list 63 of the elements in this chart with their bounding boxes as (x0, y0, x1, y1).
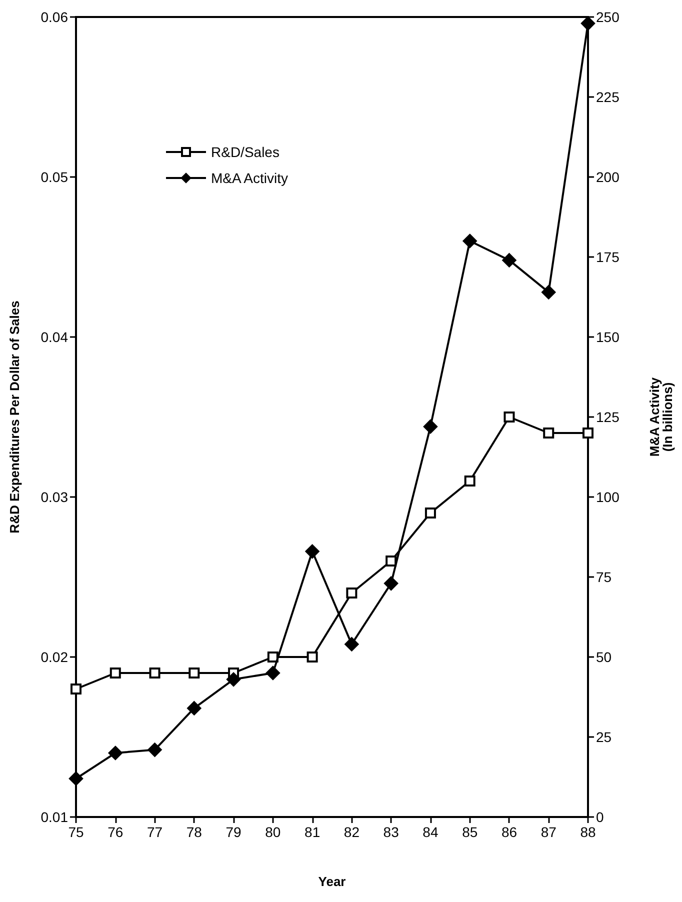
x-tick-label: 86 (501, 824, 518, 840)
point (502, 253, 516, 268)
y2-tick-label: 75 (596, 569, 612, 585)
x-tick-label: 75 (68, 824, 84, 840)
legend-label: R&D/Sales (211, 144, 280, 160)
point (582, 428, 594, 438)
point (464, 476, 476, 486)
point (423, 420, 438, 434)
x-tick-label: 81 (304, 824, 320, 840)
point (346, 588, 358, 598)
point (69, 772, 83, 786)
y2-axis-title: M&A Activity (In billions) (647, 376, 675, 457)
legend-label: M&A Activity (211, 170, 288, 186)
y2-tick-label: 250 (596, 9, 620, 25)
point (386, 556, 397, 566)
y2-tick-label: 0 (596, 809, 604, 825)
x-tick-label: 88 (580, 824, 596, 840)
point (384, 576, 398, 590)
point (108, 746, 122, 760)
point (424, 508, 436, 518)
x-tick-label: 76 (108, 824, 124, 840)
y-tick-label: 0.03 (40, 489, 68, 505)
point (542, 285, 556, 300)
point (581, 16, 595, 30)
x-tick-label: 85 (462, 824, 478, 840)
x-tick-label: 78 (186, 824, 202, 840)
point (188, 668, 200, 678)
y2-tick-label: 25 (596, 729, 612, 745)
point (267, 652, 278, 662)
y2-tick-label: 175 (596, 249, 620, 265)
x-tick-label: 77 (146, 824, 163, 840)
x-axis-title: Year (318, 874, 346, 889)
y2-tick-label: 150 (596, 329, 620, 345)
point (504, 412, 515, 422)
x-tick-label: 82 (344, 824, 360, 840)
y-tick-label: 0.01 (40, 809, 68, 825)
y2-tick-label: 200 (596, 169, 620, 185)
y2-tick-label: 225 (596, 89, 620, 105)
point (226, 672, 241, 686)
point (70, 684, 82, 694)
x-tick-label: 83 (383, 824, 400, 840)
y2-tick-label: 50 (596, 649, 612, 665)
point (344, 637, 359, 652)
y-axis-title: R&D Expenditures Per Dollar of Sales (7, 300, 22, 534)
y-tick-label: 0.06 (40, 9, 68, 25)
point (148, 742, 162, 757)
point (149, 668, 160, 678)
y-tick-label: 0.02 (40, 649, 68, 665)
point (266, 666, 280, 680)
y2-tick-label: 125 (596, 409, 620, 425)
y-tick-label: 0.05 (40, 169, 68, 185)
point (306, 652, 318, 662)
y2-tick-label: 100 (596, 489, 620, 505)
x-tick-label: 80 (265, 824, 281, 840)
point (462, 234, 477, 248)
point (305, 544, 320, 558)
x-tick-label: 79 (226, 824, 242, 840)
point (110, 668, 121, 678)
x-tick-label: 84 (422, 824, 438, 840)
y-tick-label: 0.04 (40, 329, 68, 345)
point (187, 701, 202, 716)
point (543, 428, 554, 438)
x-tick-label: 87 (540, 824, 557, 840)
